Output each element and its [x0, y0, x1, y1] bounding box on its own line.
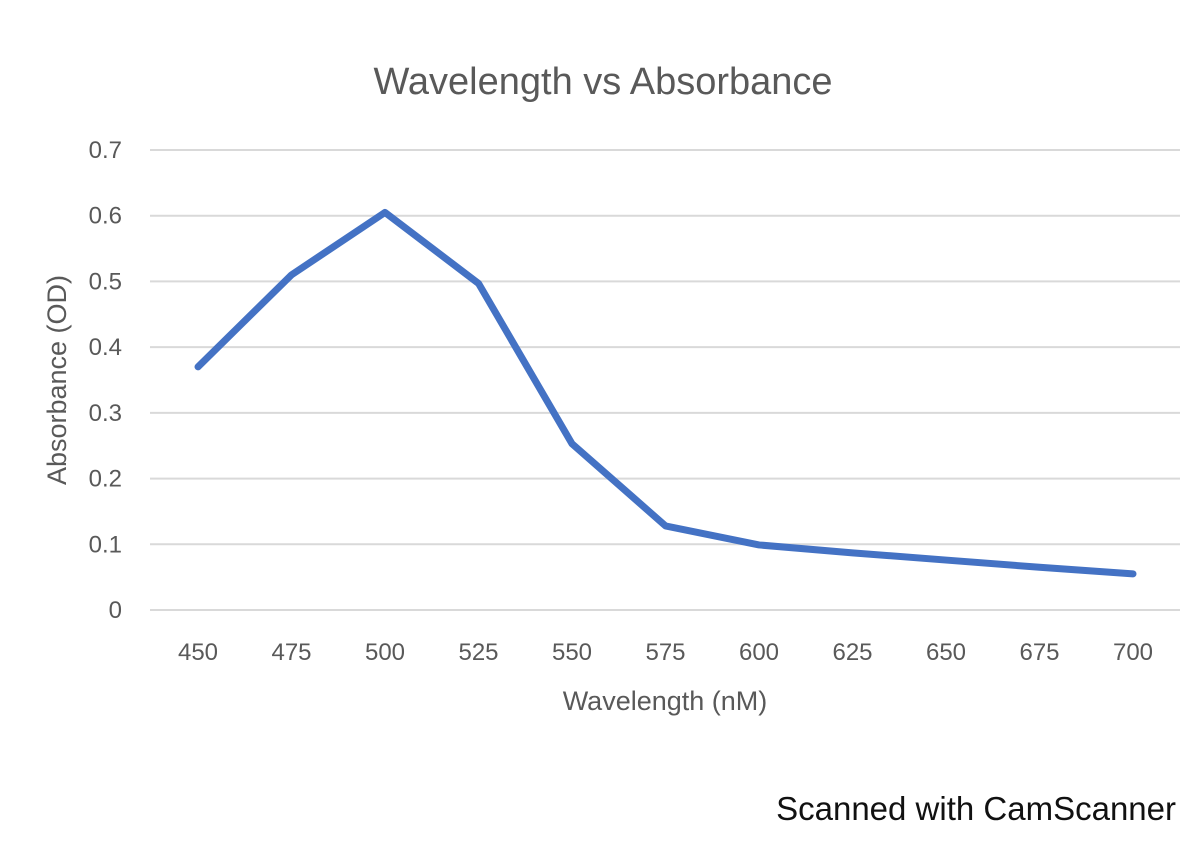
series-layer: [194, 208, 1137, 578]
x-tick-label: 625: [832, 639, 872, 666]
x-tick-label: 550: [552, 639, 592, 666]
data-point: [569, 440, 575, 447]
data-point: [1036, 564, 1043, 571]
data-point: [475, 280, 482, 287]
x-tick-label: 475: [271, 639, 311, 666]
x-tick-label: 675: [1019, 639, 1059, 666]
y-tick-label: 0.1: [89, 531, 122, 558]
y-tick-labels: 0 0.1 0.2 0.3 0.4 0.5 0.6 0.7: [89, 137, 122, 624]
gridlines: [150, 149, 1180, 611]
data-point: [943, 557, 949, 564]
x-tick-label: 600: [739, 639, 779, 666]
y-axis-label: Absorbance (OD): [42, 275, 72, 485]
x-tick-label: 575: [645, 639, 685, 666]
y-tick-label: 0.4: [89, 334, 122, 361]
y-tick-label: 0.3: [89, 400, 122, 427]
y-tick-label: 0.2: [89, 466, 122, 493]
data-point: [756, 541, 762, 548]
x-tick-label: 450: [178, 639, 218, 666]
data-point: [1130, 570, 1136, 577]
series-line: [194, 208, 1137, 578]
data-point: [288, 271, 295, 278]
x-axis-label: Wavelength (nM): [563, 686, 768, 716]
data-point: [849, 549, 856, 556]
x-tick-label: 525: [458, 639, 498, 666]
y-tick-label: 0.7: [89, 137, 122, 164]
x-tick-labels: 450 475 500 525 550 575 600 625 650 675 700: [178, 639, 1153, 666]
y-tick-label: 0: [109, 597, 122, 624]
y-tick-label: 0.5: [89, 268, 122, 295]
data-point: [382, 209, 388, 216]
watermark-text: Scanned with CamScanner: [776, 790, 1176, 827]
x-tick-label: 700: [1113, 639, 1153, 666]
data-point: [662, 522, 669, 529]
x-tick-label: 650: [926, 639, 966, 666]
y-tick-label: 0.6: [89, 203, 122, 230]
data-point: [195, 363, 201, 370]
chart-title: Wavelength vs Absorbance: [373, 61, 832, 103]
x-tick-label: 500: [365, 639, 405, 666]
